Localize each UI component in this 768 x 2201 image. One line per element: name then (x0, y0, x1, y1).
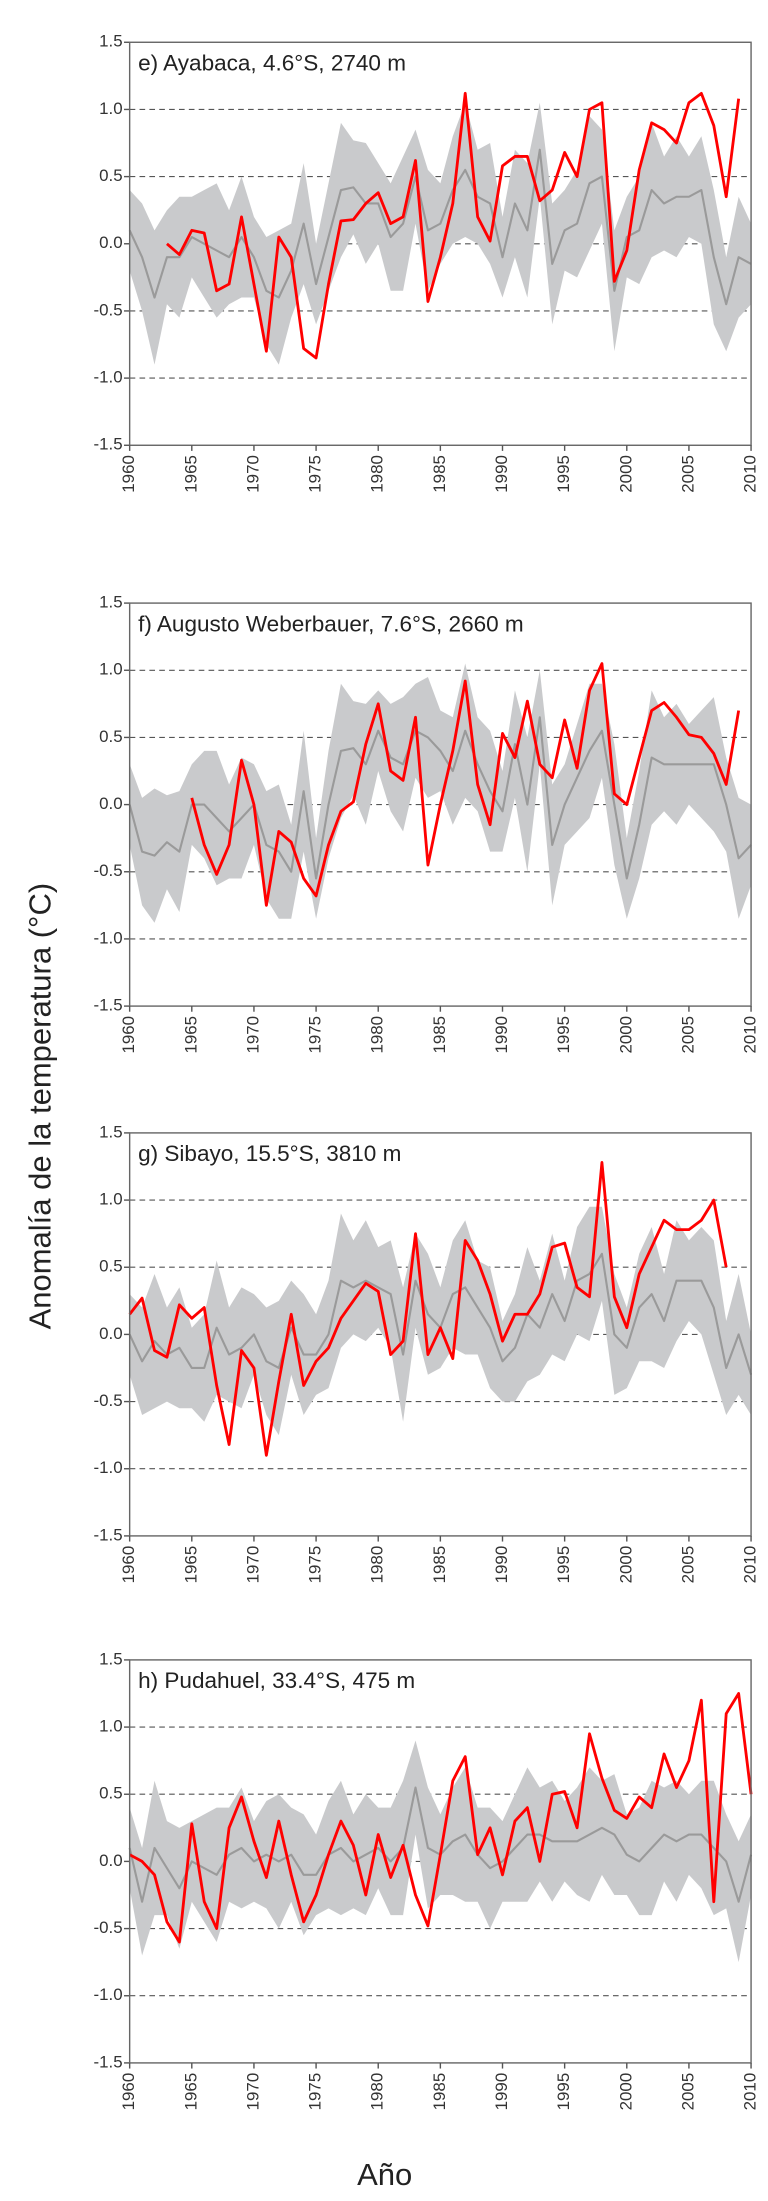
x-tick-label: 1965 (181, 1016, 200, 1054)
mean-line (128, 148, 752, 306)
title-background (133, 49, 411, 77)
x-tick-label: 2005 (678, 455, 697, 493)
y-tick-label: -1.0 (94, 928, 123, 947)
station-line (128, 1161, 728, 1457)
x-tick-label: 1990 (492, 455, 511, 493)
x-tick-label: 1965 (181, 2073, 200, 2111)
y-tick-label: -1.0 (94, 1985, 123, 2004)
x-tick-label: 1990 (492, 2073, 511, 2111)
x-tick-label: 1980 (368, 2073, 387, 2111)
y-tick-label: 1.5 (99, 593, 122, 612)
y-tick-label: 1.5 (99, 1122, 122, 1141)
y-tick-label: -1.5 (94, 1525, 123, 1544)
y-tick-label: -1.0 (94, 368, 123, 387)
x-tick-label: 2000 (616, 1546, 635, 1584)
panel-title: h) Pudahuel, 33.4°S, 475 m (138, 1668, 415, 1693)
station-line (166, 91, 741, 360)
x-tick-label: 2005 (678, 1546, 697, 1584)
y-tick-label: -1.5 (94, 435, 123, 454)
y-tick-label: 1.0 (99, 660, 122, 679)
y-tick-label: 0.5 (99, 1784, 122, 1803)
station-line (128, 1692, 753, 1944)
x-tick-label: 1980 (368, 1016, 387, 1054)
station-line (190, 662, 741, 907)
x-tick-label: 1960 (119, 2073, 138, 2111)
x-tick-label: 2010 (741, 1546, 760, 1584)
x-tick-label: 1985 (430, 2073, 449, 2111)
x-tick-label: 1990 (492, 1546, 511, 1584)
x-tick-label: 1965 (181, 1546, 200, 1584)
x-tick-label: 1960 (119, 1016, 138, 1054)
y-tick-label: 0.5 (99, 1257, 122, 1276)
y-tick-label: -0.5 (94, 1391, 123, 1410)
y-tick-label: 1.0 (99, 99, 122, 118)
mean-line (128, 716, 752, 880)
x-tick-label: 1960 (119, 1546, 138, 1584)
y-tick-label: 1.0 (99, 1190, 122, 1209)
y-tick-label: -0.5 (94, 1918, 123, 1937)
y-tick-label: 0.5 (99, 166, 122, 185)
x-tick-label: 1975 (306, 455, 325, 493)
panel-title: f) Augusto Weberbauer, 7.6°S, 2660 m (138, 611, 524, 636)
y-tick-label: -0.5 (94, 861, 123, 880)
y-tick-label: 0.0 (99, 794, 122, 813)
x-tick-label: 1995 (554, 1016, 573, 1054)
x-tick-label: 1990 (492, 1016, 511, 1054)
y-tick-label: -1.5 (94, 996, 123, 1015)
x-tick-label: 2010 (741, 455, 760, 493)
y-tick-label: -1.5 (94, 2052, 123, 2071)
range-band (129, 1206, 752, 1436)
title-background (133, 609, 528, 638)
x-tick-label: 1970 (243, 2073, 262, 2111)
x-tick-label: 1985 (430, 1546, 449, 1584)
y-tick-label: 1.5 (99, 1649, 122, 1668)
x-tick-label: 2000 (616, 2073, 635, 2111)
x-tick-label: 1980 (368, 1546, 387, 1584)
y-tick-label: 0.0 (99, 1324, 122, 1343)
y-axis-label: Anomalía de la temperatura (°C) (22, 883, 57, 1330)
y-tick-label: 0.5 (99, 727, 122, 746)
panel-title: g) Sibayo, 15.5°S, 3810 m (138, 1141, 401, 1166)
x-tick-label: 2000 (616, 455, 635, 493)
x-tick-label: 2005 (678, 1016, 697, 1054)
y-tick-label: 0.0 (99, 233, 122, 252)
x-tick-label: 2000 (616, 1016, 635, 1054)
y-tick-label: 1.0 (99, 1717, 122, 1736)
x-tick-label: 2010 (741, 2073, 760, 2111)
panel-title: e) Ayabaca, 4.6°S, 2740 m (138, 50, 406, 75)
x-tick-label: 1960 (119, 455, 138, 493)
range-band (129, 102, 752, 365)
y-tick-label: 1.5 (99, 32, 122, 51)
x-tick-label: 1975 (306, 1546, 325, 1584)
x-tick-label: 1970 (243, 1016, 262, 1054)
x-tick-label: 2010 (741, 1016, 760, 1054)
range-band (129, 663, 752, 923)
title-background (133, 1139, 406, 1168)
x-tick-label: 1985 (430, 455, 449, 493)
x-tick-label: 1975 (306, 1016, 325, 1054)
title-background (133, 1666, 420, 1695)
x-tick-label: 1995 (554, 1546, 573, 1584)
x-tick-label: 1985 (430, 1016, 449, 1054)
x-tick-label: 1995 (554, 2073, 573, 2111)
x-axis-label: Año (357, 2157, 412, 2192)
x-tick-label: 1965 (181, 455, 200, 493)
x-tick-label: 1970 (243, 455, 262, 493)
y-tick-label: -1.0 (94, 1458, 123, 1477)
x-tick-label: 1975 (306, 2073, 325, 2111)
x-tick-label: 1980 (368, 455, 387, 493)
y-tick-label: -0.5 (94, 300, 123, 319)
y-tick-label: 0.0 (99, 1851, 122, 1870)
x-tick-label: 1995 (554, 455, 573, 493)
x-tick-label: 2005 (678, 2073, 697, 2111)
x-tick-label: 1970 (243, 1546, 262, 1584)
